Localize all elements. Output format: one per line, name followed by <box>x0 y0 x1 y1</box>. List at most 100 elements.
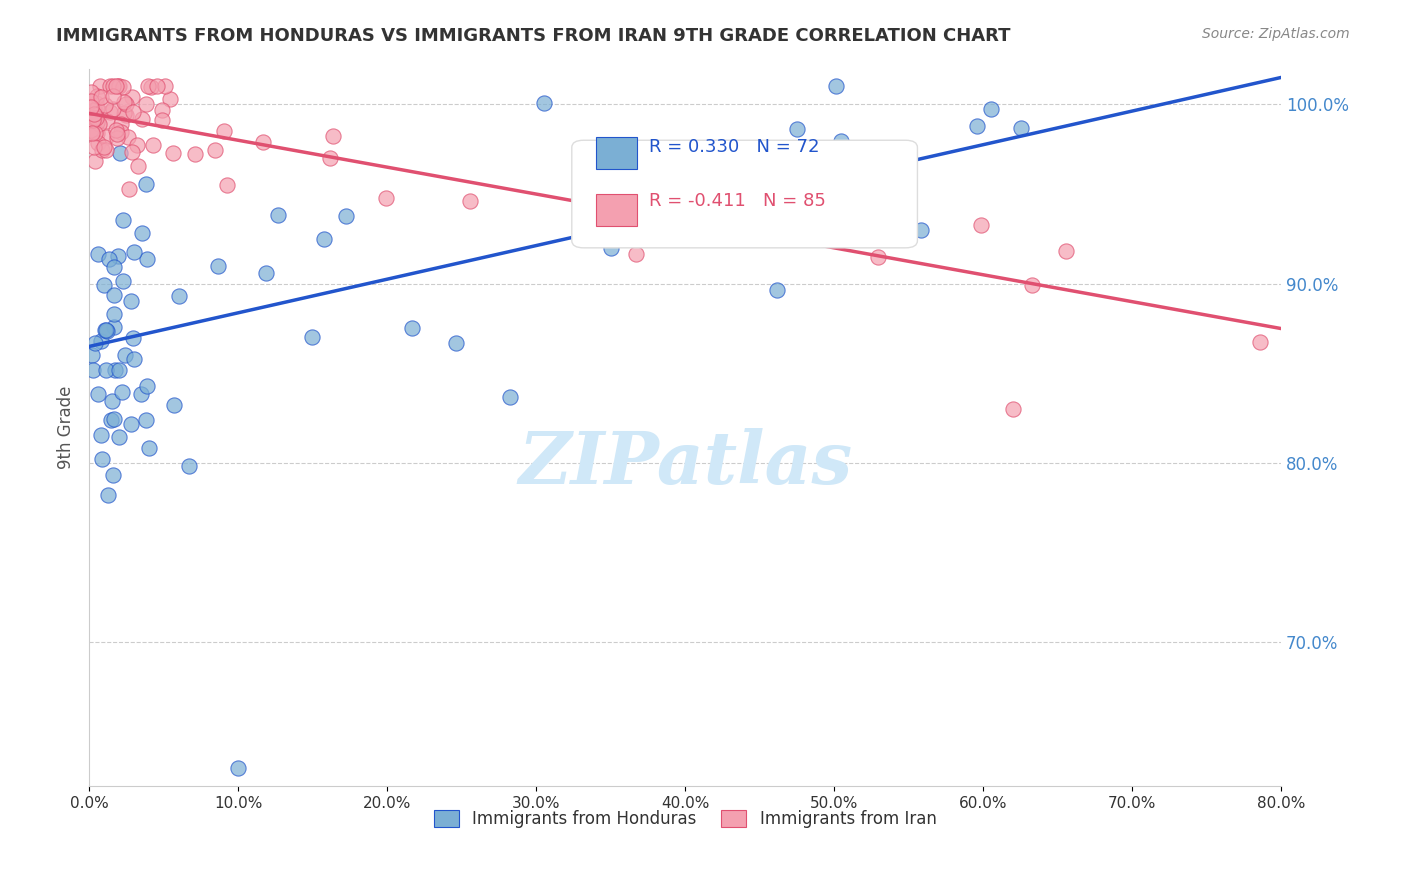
Immigrants from Iran <box>458 194 481 209</box>
Bar <box>596 136 637 169</box>
Immigrants from Honduras <box>108 430 131 444</box>
Immigrants from Honduras <box>401 321 423 335</box>
Immigrants from Honduras <box>103 287 125 301</box>
Immigrants from Honduras <box>96 324 118 338</box>
Immigrants from Iran <box>94 143 117 157</box>
Immigrants from Iran <box>135 97 157 112</box>
Immigrants from Honduras <box>135 412 157 426</box>
Immigrants from Iran <box>86 101 108 115</box>
Immigrants from Iran <box>122 105 145 120</box>
Immigrants from Iran <box>103 79 125 94</box>
Immigrants from Honduras <box>738 167 761 181</box>
Immigrants from Honduras <box>751 207 773 221</box>
Immigrants from Honduras <box>94 323 117 337</box>
Immigrants from Honduras <box>120 417 142 431</box>
Immigrants from Honduras <box>1010 120 1032 135</box>
Immigrants from Iran <box>628 172 651 186</box>
Text: R = 0.330   N = 72: R = 0.330 N = 72 <box>650 138 820 156</box>
Immigrants from Honduras <box>93 323 115 337</box>
Immigrants from Honduras <box>90 334 112 348</box>
Immigrants from Iran <box>184 147 207 161</box>
Immigrants from Honduras <box>129 387 152 401</box>
Immigrants from Iran <box>108 79 131 94</box>
Immigrants from Honduras <box>135 379 157 393</box>
Immigrants from Honduras <box>825 79 848 94</box>
Immigrants from Iran <box>121 90 143 104</box>
Immigrants from Iran <box>86 112 108 126</box>
Immigrants from Iran <box>212 124 235 138</box>
Immigrants from Iran <box>162 146 184 161</box>
Immigrants from Iran <box>104 79 127 94</box>
FancyBboxPatch shape <box>572 140 918 248</box>
Text: ZIPatlas: ZIPatlas <box>517 427 852 499</box>
Immigrants from Iran <box>131 112 153 126</box>
Immigrants from Honduras <box>312 232 335 246</box>
Immigrants from Honduras <box>107 250 129 264</box>
Immigrants from Honduras <box>87 247 110 261</box>
Immigrants from Iran <box>150 113 173 128</box>
Immigrants from Honduras <box>122 351 145 366</box>
Immigrants from Iran <box>84 126 107 140</box>
Immigrants from Honduras <box>966 119 988 133</box>
Immigrants from Iran <box>86 88 108 103</box>
Text: Source: ZipAtlas.com: Source: ZipAtlas.com <box>1202 27 1350 41</box>
Immigrants from Honduras <box>135 177 157 191</box>
Immigrants from Iran <box>79 123 101 137</box>
Immigrants from Iran <box>970 218 993 232</box>
Immigrants from Iran <box>83 107 105 121</box>
Immigrants from Iran <box>82 113 104 128</box>
Immigrants from Honduras <box>91 451 114 466</box>
Immigrants from Honduras <box>444 335 467 350</box>
Immigrants from Iran <box>83 140 105 154</box>
Immigrants from Honduras <box>766 283 789 297</box>
Immigrants from Honduras <box>533 96 555 111</box>
Immigrants from Honduras <box>226 761 249 775</box>
Immigrants from Iran <box>101 102 124 116</box>
Immigrants from Honduras <box>111 384 134 399</box>
Y-axis label: 9th Grade: 9th Grade <box>58 385 75 469</box>
Immigrants from Honduras <box>83 335 105 350</box>
Immigrants from Iran <box>159 92 181 106</box>
Immigrants from Iran <box>96 113 118 128</box>
Immigrants from Honduras <box>114 348 136 362</box>
Immigrants from Honduras <box>835 208 858 222</box>
Immigrants from Iran <box>89 117 111 131</box>
Immigrants from Iran <box>111 80 134 95</box>
Immigrants from Honduras <box>179 458 201 473</box>
Immigrants from Honduras <box>499 390 522 404</box>
Immigrants from Iran <box>84 96 107 111</box>
Immigrants from Honduras <box>98 252 121 267</box>
Immigrants from Iran <box>112 95 135 110</box>
Legend: Immigrants from Honduras, Immigrants from Iran: Immigrants from Honduras, Immigrants fro… <box>427 804 943 835</box>
Immigrants from Honduras <box>103 411 125 425</box>
Immigrants from Iran <box>86 126 108 140</box>
Immigrants from Honduras <box>80 348 103 362</box>
Immigrants from Iran <box>84 112 107 126</box>
Immigrants from Iran <box>652 208 675 222</box>
Immigrants from Honduras <box>163 398 186 412</box>
Immigrants from Iran <box>86 115 108 129</box>
Immigrants from Iran <box>626 246 648 260</box>
Immigrants from Honduras <box>131 226 153 240</box>
Immigrants from Iran <box>83 103 105 117</box>
Immigrants from Iran <box>93 140 115 154</box>
Immigrants from Iran <box>90 90 112 104</box>
Immigrants from Iran <box>105 127 128 141</box>
Immigrants from Honduras <box>121 331 143 345</box>
Immigrants from Iran <box>322 129 344 144</box>
Immigrants from Iran <box>107 131 129 145</box>
Immigrants from Honduras <box>104 362 127 376</box>
Immigrants from Iran <box>217 178 239 192</box>
Immigrants from Iran <box>114 107 136 121</box>
Immigrants from Iran <box>866 250 889 264</box>
Immigrants from Honduras <box>714 219 737 234</box>
Immigrants from Iran <box>105 122 128 136</box>
Immigrants from Iran <box>103 88 125 103</box>
Immigrants from Honduras <box>683 149 706 163</box>
Immigrants from Iran <box>98 79 121 94</box>
Immigrants from Honduras <box>86 387 108 401</box>
Immigrants from Iran <box>731 222 754 236</box>
Immigrants from Iran <box>139 80 162 95</box>
Immigrants from Iran <box>319 152 342 166</box>
Immigrants from Honduras <box>94 363 117 377</box>
